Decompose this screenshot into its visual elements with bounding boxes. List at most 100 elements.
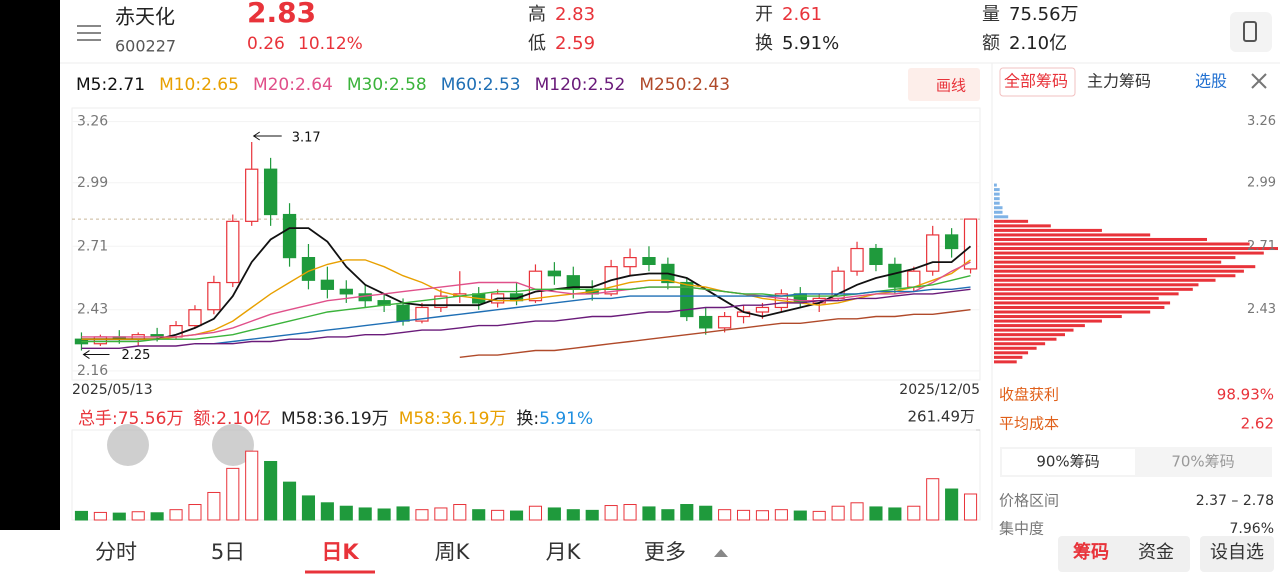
candle-body [907,270,921,288]
change: 0.26 [247,34,285,54]
chip-detail-value: 7.96% [1230,521,1274,537]
legend-entry: M120:2.52 [535,75,626,95]
period-tab[interactable]: 日K [321,540,359,564]
prev-button[interactable] [107,424,149,466]
candle-body [434,295,448,309]
candle-body [93,336,108,345]
period-tab[interactable]: 周K [435,540,471,564]
chip-bar [994,210,1003,214]
high-annotation: 3.17 [292,131,321,146]
chip-detail-label: 价格区间 [999,492,1059,510]
volume-header-value: 36.19万 [323,409,389,429]
chip-tab[interactable]: 全部筹码 [1004,72,1068,91]
chip-bar [994,315,1122,319]
chip-bar [994,242,1250,246]
chip-bar [994,319,1102,323]
volume-bar [528,505,543,521]
chip-bar [994,247,1278,251]
legend-entry: M10:2.65 [159,75,239,95]
left-edge [0,0,60,576]
range-tab[interactable]: 90%筹码 [1036,453,1099,471]
more-arrow[interactable] [714,549,728,557]
chip-bar [994,256,1236,260]
chip-bar [994,351,1029,355]
chip-tab[interactable]: 选股 [1195,72,1227,91]
volume-bar [642,506,656,521]
chip-bar [994,328,1074,332]
period-tab[interactable]: 更多 [644,540,686,564]
candle-body [793,293,807,304]
volume-bar [926,478,940,521]
chip-bar [994,224,1051,228]
menu-icon[interactable] [77,25,101,41]
chip-bar [994,192,1000,196]
volume-bar [699,505,713,521]
chip-bar [994,251,1264,255]
volume-header-label: 换: [516,409,539,429]
volume-bar [566,509,580,521]
volume-bar [831,505,845,521]
volume-bar [585,509,599,521]
volume-bar [793,510,807,521]
range-tab-active [1002,449,1135,475]
chip-stat-label: 收盘获利 [999,386,1059,404]
chip-tick-label: 2.99 [1247,175,1276,190]
change-pct: 10.12% [298,34,363,54]
close-icon[interactable] [1251,73,1267,89]
x-tick-label: 2025/05/13 [72,382,153,398]
draw-button-label: 画线 [936,77,966,95]
candle-body [680,281,694,318]
volume-bar [547,507,561,521]
bottom-button[interactable]: 资金 [1138,542,1174,563]
period-tab[interactable]: 分时 [95,540,137,564]
chip-bar [994,301,1171,305]
volume-bar [74,510,89,521]
stat-label: 量 [982,4,1000,25]
volume-bar [93,511,107,521]
volume-bar [131,511,145,521]
chip-bar [994,346,1037,350]
low-arrow [82,350,110,359]
next-button[interactable] [212,424,254,466]
candle-body [869,247,883,266]
ma-line [459,309,971,358]
volume-bar [472,509,486,521]
chip-stat-label: 平均成本 [999,415,1059,433]
chip-bar [994,188,1000,192]
chip-bar [994,201,1000,205]
stock-code: 600227 [115,37,176,56]
chip-bar [994,287,1193,291]
candle-body [301,257,316,281]
chip-bar [994,237,1207,241]
y-tick-label: 2.43 [77,302,108,318]
range-tab[interactable]: 70%筹码 [1171,453,1234,471]
volume-bar [112,512,126,521]
chip-bar [994,274,1236,278]
volume-bar [736,509,751,521]
draw-button[interactable] [908,68,980,101]
period-tab[interactable]: 5日 [211,540,245,564]
panel-switch [1058,536,1190,572]
volume-bar [264,460,278,521]
bottom-button[interactable]: 设自选 [1210,542,1264,563]
stat-value: 2.61 [782,4,822,25]
stat-label: 换 [755,33,773,54]
bottom-button[interactable]: 筹码 [1073,541,1109,563]
chip-tab[interactable]: 主力筹码 [1087,72,1151,91]
volume-bar [320,502,334,521]
device-button[interactable] [1230,12,1272,52]
candle-body [263,168,278,216]
candle-body [926,234,940,272]
low-annotation: 2.25 [121,348,150,363]
add-watch-box [1200,536,1274,572]
volume-bar [396,506,410,521]
volume-header-value: 75.56万 [118,409,184,429]
chip-bar [994,228,1102,232]
volume-bar [207,491,221,521]
period-tab[interactable]: 月K [546,540,582,564]
volume-header-label: 总手: [78,409,118,429]
volume-frame [71,429,981,521]
chip-bar [994,278,1216,282]
chip-bar [994,360,1017,364]
stat-label: 额 [982,33,1000,54]
